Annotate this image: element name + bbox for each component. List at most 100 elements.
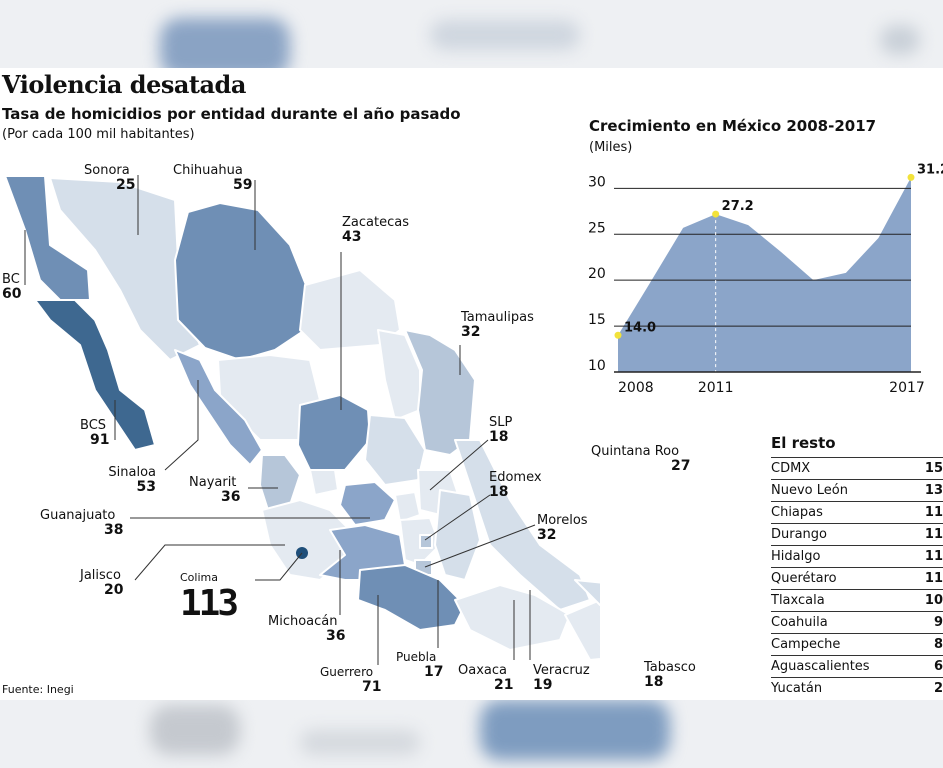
- label-name: Michoacán: [268, 614, 338, 629]
- data-point: [712, 210, 720, 218]
- blurred-blob: [300, 730, 420, 755]
- table-row: Hidalgo 11: [771, 545, 943, 567]
- state-name: Campeche: [771, 637, 841, 652]
- region-queretaro: [394, 491, 421, 523]
- label-value: 71: [362, 679, 382, 695]
- label-value: 43: [342, 229, 362, 245]
- region-slp: [364, 414, 426, 486]
- table-row: Querétaro 11: [771, 567, 943, 589]
- region-oaxaca: [454, 584, 571, 651]
- label-value: 60: [2, 286, 22, 302]
- label-name: BCS: [80, 418, 107, 433]
- chart-title: Violencia desatada: [2, 70, 246, 99]
- label-value: 53: [136, 479, 156, 495]
- label-value: 17: [424, 664, 444, 680]
- label-name: Guanajuato: [40, 508, 116, 523]
- label-colima: Colima 113: [180, 570, 239, 623]
- state-name: Hidalgo: [771, 549, 821, 564]
- label-value: 19: [533, 677, 553, 693]
- state-value: 11: [924, 505, 943, 520]
- data-point: [614, 331, 622, 339]
- source-note: Fuente: Inegi: [2, 683, 74, 696]
- state-value: 10: [924, 593, 943, 608]
- blurred-blob: [150, 705, 240, 755]
- label-value: 18: [489, 484, 509, 500]
- y-tick-label: 20: [588, 266, 606, 282]
- label-value: 38: [104, 522, 124, 538]
- table-row: Aguascalientes 6: [771, 655, 943, 677]
- label-name: Jalisco: [80, 568, 121, 583]
- label-name: Sonora: [84, 163, 130, 178]
- x-tick-label: 2008: [618, 380, 654, 396]
- region-zacatecas: [297, 394, 371, 471]
- label-value: 36: [326, 628, 346, 644]
- table-row: Coahuila 9: [771, 611, 943, 633]
- table-row: Yucatán 2: [771, 677, 943, 699]
- table-row: Durango 11: [771, 523, 943, 545]
- y-tick-label: 10: [588, 358, 606, 374]
- state-name: Yucatán: [771, 681, 823, 696]
- label-chihuahua: Chihuahua 59: [173, 163, 252, 193]
- rest-table-title: El resto: [771, 434, 836, 452]
- state-value: 9: [933, 615, 943, 630]
- label-value: 32: [461, 324, 481, 340]
- blurred-blob: [160, 18, 290, 68]
- region-chiapas: [564, 599, 600, 661]
- label-name: Morelos: [537, 513, 588, 528]
- label-value: 27: [671, 458, 691, 474]
- label-bcs: BCS 91: [80, 418, 109, 448]
- state-name: Nuevo León: [771, 483, 848, 498]
- label-nayarit: Nayarit 36: [189, 475, 240, 505]
- blurred-blob: [430, 20, 580, 50]
- label-sinaloa: Sinaloa 53: [102, 465, 156, 495]
- y-tick-label: 15: [588, 312, 606, 328]
- state-value: 2: [933, 681, 943, 696]
- state-value: 11: [924, 527, 943, 542]
- table-row: CDMX 15: [771, 457, 943, 479]
- state-value: 8: [933, 637, 943, 652]
- label-edomex: Edomex 18: [489, 470, 542, 500]
- label-zacatecas: Zacatecas 43: [342, 215, 409, 245]
- label-bc: BC 60: [2, 272, 21, 302]
- table-row: Nuevo León 13: [771, 479, 943, 501]
- state-name: Aguascalientes: [771, 659, 870, 674]
- label-value: 20: [104, 582, 124, 598]
- label-value: 32: [537, 527, 557, 543]
- growth-area-chart: 10 15 20 25 30 2008 2011 2017 14.0 27.2 31.2: [588, 162, 943, 396]
- label-name: Puebla: [396, 650, 437, 664]
- leader-line-morelos: [424, 524, 536, 568]
- blurred-background-top: [0, 0, 943, 68]
- units-note: (Por cada 100 mil habitantes): [2, 127, 195, 142]
- label-name: Oaxaca: [458, 663, 507, 678]
- region-bcs: [34, 299, 156, 451]
- label-name: Tamaulipas: [461, 310, 534, 325]
- state-name: Tlaxcala: [771, 593, 825, 608]
- data-point: [907, 173, 915, 181]
- table-row: Chiapas 11: [771, 501, 943, 523]
- label-sonora: Sonora 25: [84, 163, 135, 193]
- region-sinaloa: [174, 349, 263, 466]
- label-name: Sinaloa: [108, 465, 156, 480]
- table-row: Tlaxcala 10: [771, 589, 943, 611]
- label-value: 21: [494, 677, 514, 693]
- label-slp: SLP 18: [489, 415, 512, 445]
- label-morelos: Morelos 32: [537, 513, 588, 543]
- label-michoacan: Michoacán 36: [268, 614, 345, 644]
- label-value: 25: [116, 177, 136, 193]
- label-tamaulipas: Tamaulipas 32: [461, 310, 534, 340]
- region-chihuahua: [174, 202, 309, 361]
- region-guanajuato: [339, 481, 396, 526]
- region-tabasco: [574, 579, 600, 606]
- leader-line-slp: [429, 439, 489, 491]
- label-value: 18: [489, 429, 509, 445]
- label-quintana-roo: Quintana Roo 27: [591, 444, 690, 474]
- label-value: 91: [90, 432, 110, 448]
- label-value: 36: [221, 489, 241, 505]
- leader-line-sinaloa: [164, 380, 199, 471]
- rest-table-rows: CDMX 15 Nuevo León 13 Chiapas 11 Durango 11 Hida…: [771, 457, 943, 699]
- label-name: Zacatecas: [342, 215, 409, 230]
- label-name: Veracruz: [533, 663, 590, 678]
- state-name: CDMX: [771, 461, 811, 476]
- blurred-blob: [880, 25, 920, 55]
- state-value: 6: [933, 659, 943, 674]
